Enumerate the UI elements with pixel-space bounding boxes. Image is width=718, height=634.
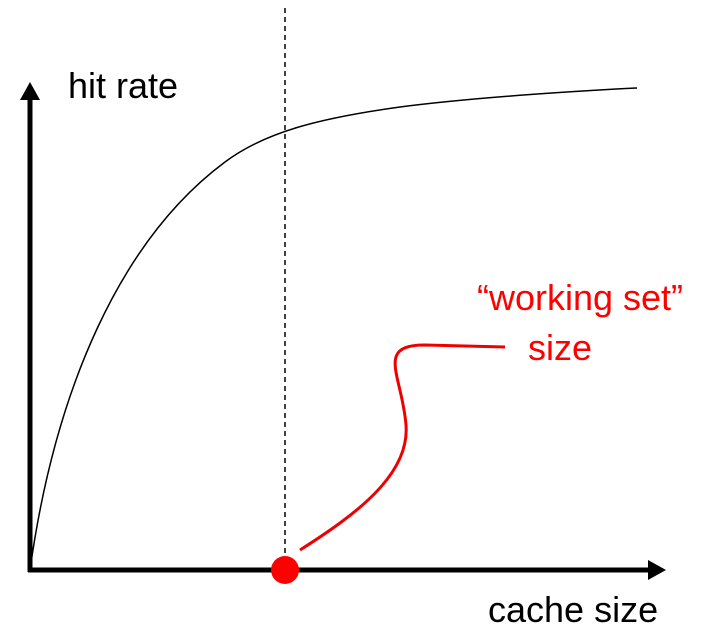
y-axis-arrow bbox=[20, 82, 40, 100]
x-axis-arrow bbox=[648, 560, 666, 580]
y-axis-label: hit rate bbox=[68, 65, 178, 106]
annotation-connector bbox=[299, 343, 506, 552]
annotation-line: size bbox=[528, 327, 592, 368]
working-set-point bbox=[271, 556, 299, 584]
annotation-line: “working set” bbox=[477, 277, 683, 318]
hit-rate-curve bbox=[29, 87, 638, 571]
x-axis-label: cache size bbox=[488, 589, 658, 630]
